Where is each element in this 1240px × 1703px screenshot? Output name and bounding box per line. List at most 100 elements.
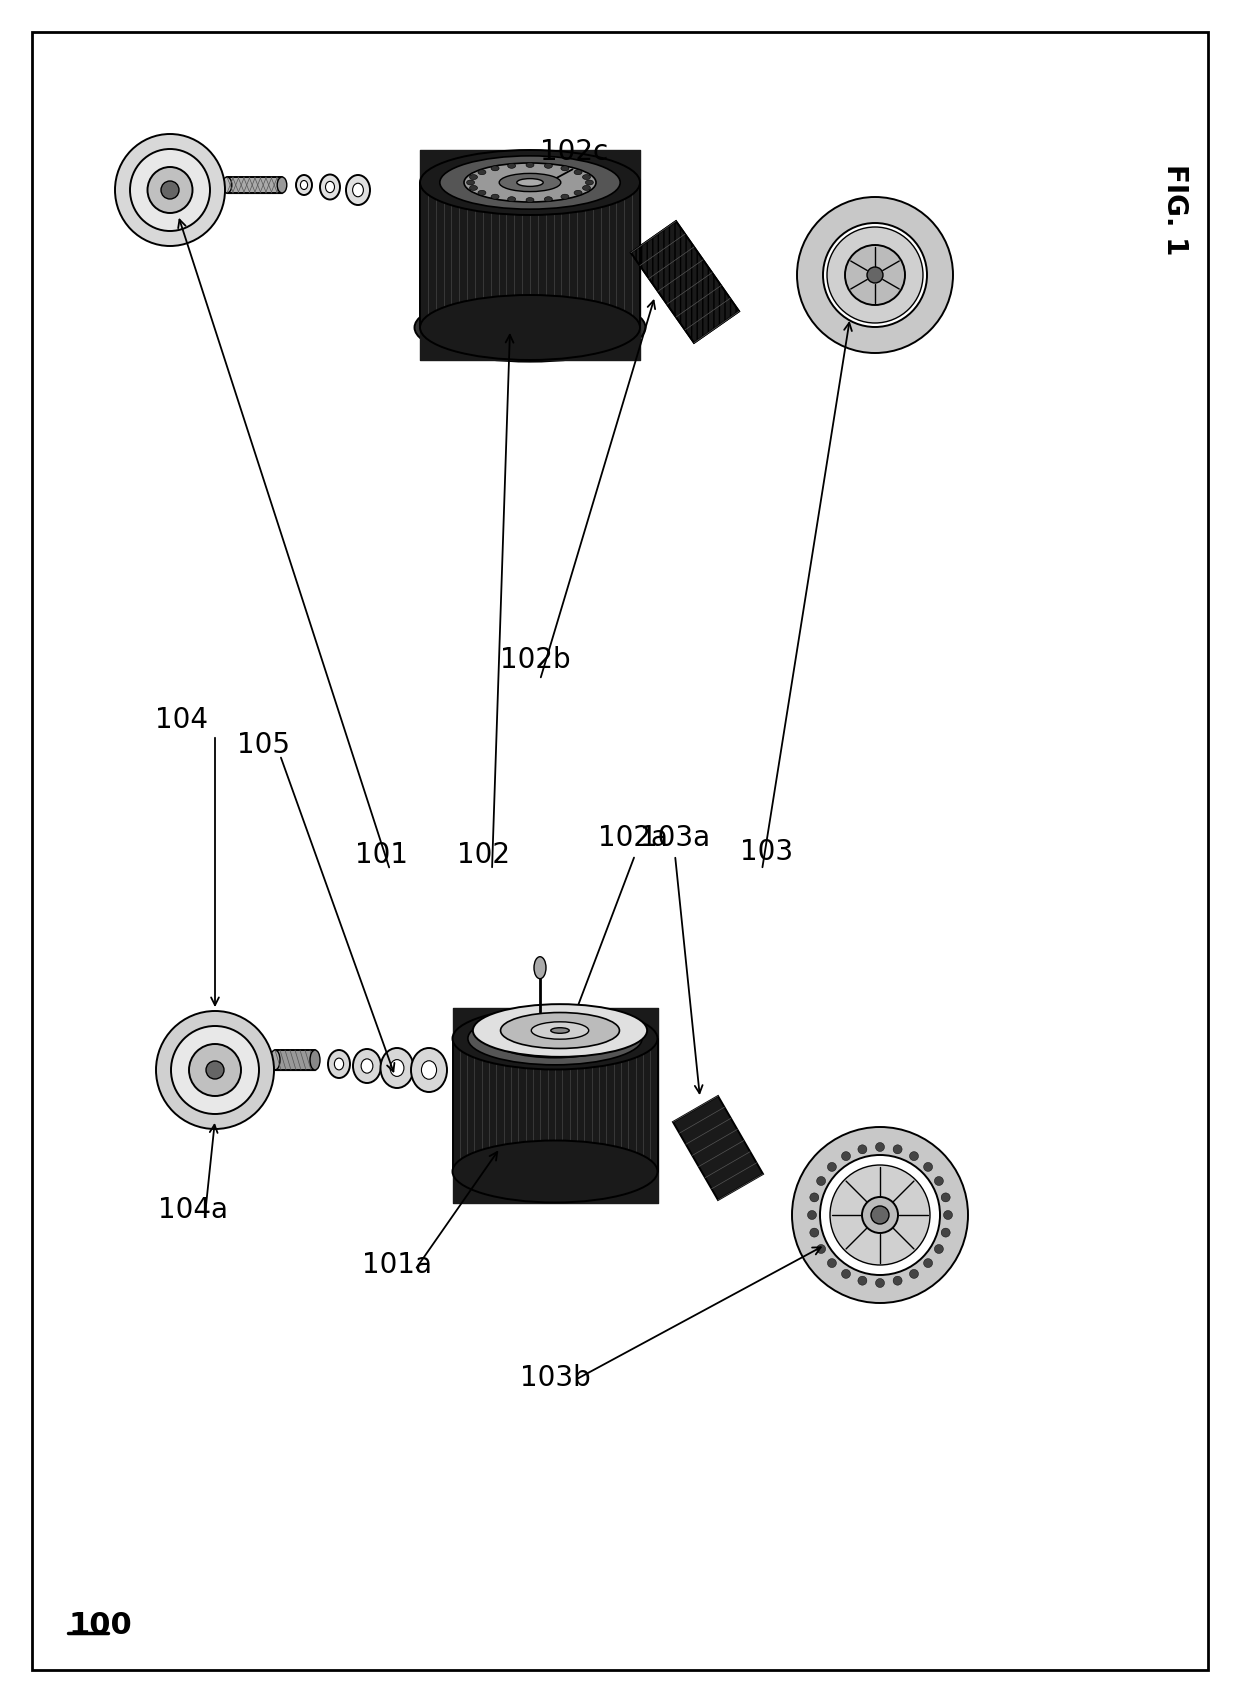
- Ellipse shape: [329, 1051, 350, 1078]
- Ellipse shape: [792, 1127, 968, 1303]
- Ellipse shape: [560, 165, 569, 170]
- Text: 100: 100: [68, 1611, 131, 1640]
- Ellipse shape: [583, 175, 590, 179]
- Ellipse shape: [410, 1047, 446, 1092]
- Ellipse shape: [477, 170, 486, 175]
- Ellipse shape: [278, 177, 286, 192]
- Ellipse shape: [130, 148, 210, 232]
- Ellipse shape: [870, 1206, 889, 1224]
- Ellipse shape: [810, 1192, 818, 1202]
- Ellipse shape: [842, 1151, 851, 1161]
- Ellipse shape: [115, 135, 224, 245]
- Ellipse shape: [858, 1144, 867, 1155]
- Ellipse shape: [941, 1228, 950, 1236]
- Ellipse shape: [466, 181, 475, 186]
- Ellipse shape: [543, 1035, 567, 1042]
- Ellipse shape: [893, 1144, 901, 1155]
- Ellipse shape: [935, 1245, 944, 1253]
- Ellipse shape: [381, 1047, 413, 1088]
- Ellipse shape: [188, 1044, 241, 1097]
- Ellipse shape: [325, 182, 335, 192]
- Ellipse shape: [820, 1155, 940, 1276]
- Ellipse shape: [875, 1143, 884, 1151]
- Ellipse shape: [353, 1049, 381, 1083]
- Ellipse shape: [420, 150, 640, 215]
- Ellipse shape: [467, 1012, 642, 1064]
- Polygon shape: [673, 1097, 763, 1201]
- Ellipse shape: [574, 170, 582, 175]
- Ellipse shape: [470, 186, 477, 191]
- Ellipse shape: [500, 174, 560, 192]
- Ellipse shape: [827, 1259, 837, 1267]
- Polygon shape: [631, 221, 739, 342]
- Ellipse shape: [817, 1245, 826, 1253]
- Ellipse shape: [361, 1059, 373, 1073]
- Ellipse shape: [935, 1177, 944, 1185]
- Text: 103a: 103a: [640, 824, 711, 852]
- Ellipse shape: [414, 293, 646, 361]
- Ellipse shape: [296, 175, 312, 196]
- Ellipse shape: [420, 295, 640, 359]
- Ellipse shape: [507, 196, 516, 201]
- Ellipse shape: [583, 186, 590, 191]
- Ellipse shape: [810, 1228, 818, 1236]
- Ellipse shape: [944, 1211, 952, 1219]
- Ellipse shape: [909, 1151, 919, 1161]
- Text: 103b: 103b: [520, 1364, 590, 1391]
- Text: 102b: 102b: [500, 645, 570, 674]
- Ellipse shape: [148, 167, 192, 213]
- Ellipse shape: [875, 1279, 884, 1287]
- Ellipse shape: [844, 245, 905, 305]
- Ellipse shape: [858, 1276, 867, 1286]
- Ellipse shape: [517, 179, 543, 186]
- Ellipse shape: [893, 1276, 901, 1286]
- Text: 101a: 101a: [362, 1252, 432, 1279]
- Ellipse shape: [531, 1022, 589, 1039]
- Ellipse shape: [830, 1165, 930, 1265]
- Text: 102c: 102c: [539, 138, 609, 165]
- Ellipse shape: [491, 165, 498, 170]
- Ellipse shape: [320, 174, 340, 199]
- Ellipse shape: [560, 194, 569, 199]
- Ellipse shape: [310, 1051, 320, 1069]
- Ellipse shape: [352, 184, 363, 198]
- Ellipse shape: [222, 177, 232, 192]
- Ellipse shape: [842, 1269, 851, 1279]
- Ellipse shape: [534, 957, 546, 979]
- Ellipse shape: [526, 198, 534, 203]
- Ellipse shape: [161, 181, 179, 199]
- Ellipse shape: [156, 1012, 274, 1129]
- Ellipse shape: [941, 1192, 950, 1202]
- Ellipse shape: [453, 1008, 657, 1069]
- Ellipse shape: [501, 1013, 620, 1049]
- Text: 101: 101: [355, 841, 408, 869]
- Ellipse shape: [300, 181, 308, 189]
- Ellipse shape: [924, 1163, 932, 1172]
- Ellipse shape: [544, 163, 552, 169]
- Text: 104: 104: [155, 707, 208, 734]
- Ellipse shape: [477, 191, 486, 196]
- Text: 102: 102: [458, 841, 510, 869]
- Ellipse shape: [924, 1259, 932, 1267]
- Text: FIG. 1: FIG. 1: [1161, 163, 1189, 255]
- Text: 102a: 102a: [598, 824, 668, 852]
- Text: 105: 105: [237, 731, 290, 760]
- Ellipse shape: [867, 267, 883, 283]
- Ellipse shape: [574, 191, 582, 196]
- Ellipse shape: [470, 175, 477, 179]
- Ellipse shape: [335, 1058, 343, 1069]
- Ellipse shape: [585, 181, 594, 186]
- Ellipse shape: [440, 157, 620, 209]
- Ellipse shape: [346, 175, 370, 204]
- Ellipse shape: [797, 198, 954, 353]
- Ellipse shape: [491, 1020, 619, 1058]
- Ellipse shape: [862, 1197, 898, 1233]
- Text: 104a: 104a: [157, 1196, 228, 1224]
- Ellipse shape: [472, 1005, 647, 1058]
- Ellipse shape: [453, 1141, 657, 1202]
- Ellipse shape: [817, 1177, 826, 1185]
- Ellipse shape: [520, 1027, 591, 1049]
- Ellipse shape: [391, 1059, 404, 1076]
- Ellipse shape: [551, 1027, 569, 1034]
- Ellipse shape: [807, 1211, 816, 1219]
